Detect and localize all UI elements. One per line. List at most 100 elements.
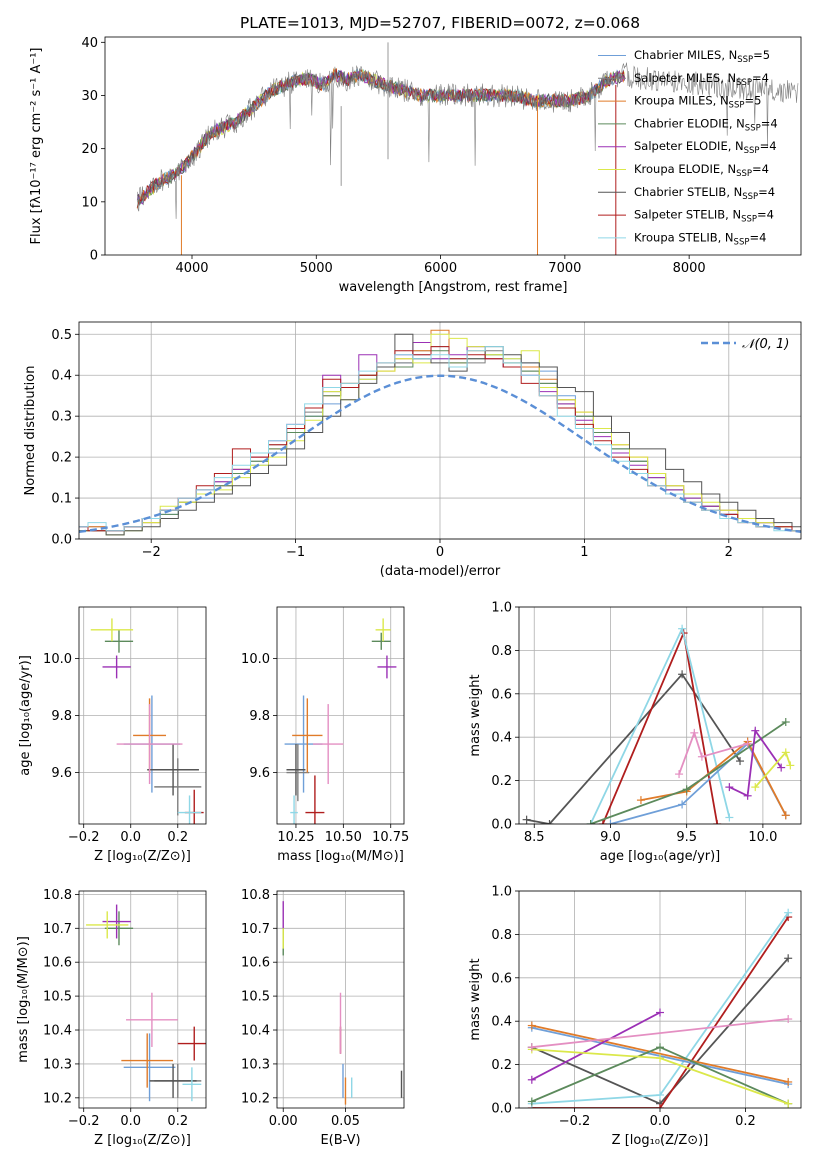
weight-line	[526, 672, 741, 824]
x-tick-label: 10.25	[277, 830, 314, 845]
plot-area	[282, 901, 403, 1105]
errorbar-point	[305, 775, 325, 824]
legend-entry: Kroupa STELIB, NSSP=4	[634, 230, 766, 247]
legend-entry: Salpeter ELODIE, NSSP=4	[634, 139, 777, 156]
panel-weight-vs-Z: −0.2 0.0 0.2 0.0 0.2 0.4 0.6 0.8 1.0 Z [log₁₀(Z/Z…	[468, 885, 802, 1148]
weight-line	[729, 728, 782, 798]
legend-entry: Chabrier ELODIE, NSSP=4	[634, 116, 778, 133]
y-tick-label: 9.8	[249, 709, 270, 724]
y-tick-label: 10.7	[43, 922, 72, 937]
x-tick-label: 8000	[673, 261, 706, 276]
y-tick-label: 0.6	[491, 971, 512, 986]
x-tick-label: 0.0	[650, 1114, 671, 1129]
x-axis-label: (data-model)/error	[380, 564, 501, 579]
weight-line	[589, 626, 731, 824]
x-tick-label: −0.2	[559, 1114, 591, 1129]
plot-area	[522, 624, 795, 824]
y-tick-label: 0.1	[51, 492, 72, 507]
errorbar-point	[377, 655, 397, 679]
y-tick-label: 9.8	[51, 709, 72, 724]
spectrum-line	[137, 62, 799, 219]
x-axis-label: E(B-V)	[320, 1133, 360, 1148]
gaussian-curve	[79, 374, 801, 533]
x-tick-label: −0.2	[68, 830, 100, 845]
panel-age-vs-Z: −0.2 0.0 0.2 9.6 9.8 10.0 Z [log₁₀(Z/Z⊙)] age […	[18, 606, 207, 864]
plot-area	[79, 329, 801, 536]
y-tick-label: 10.6	[241, 956, 270, 971]
errorbar-point	[154, 758, 202, 816]
errorbar-point	[286, 744, 310, 802]
weight-line	[601, 629, 719, 824]
y-tick-label: 0.5	[51, 328, 72, 343]
panel-mass-vs-EBV: 0.00 0.05 10.2 10.3 10.4 10.5 10.6 10.7 10.8 E(B-…	[241, 888, 405, 1148]
errorbar-point	[292, 698, 323, 773]
y-tick-label: 0.4	[51, 369, 72, 384]
weight-line	[531, 1024, 789, 1083]
x-tick-label: 0.2	[167, 830, 188, 845]
legend-entry: Kroupa ELODIE, NSSP=4	[634, 162, 769, 179]
legend-entry: Salpeter STELIB, NSSP=4	[634, 208, 774, 225]
errorbar-point	[375, 618, 391, 642]
spectrum-line	[136, 69, 625, 205]
x-tick-label: 4000	[175, 261, 208, 276]
legend-entry: Salpeter MILES, NSSP=4	[634, 71, 769, 88]
errorbar-point	[126, 992, 178, 1047]
errorbar-point	[149, 1063, 197, 1098]
errorbar-point	[177, 795, 202, 824]
weight-line	[610, 742, 787, 824]
x-tick-label: 10.75	[372, 830, 409, 845]
y-tick-label: 1.0	[491, 885, 512, 900]
x-axis-label: Z [log₁₀(Z/Z⊙)]	[612, 1133, 709, 1148]
errorbar-point	[116, 704, 183, 785]
y-tick-label: 10.0	[43, 652, 72, 667]
x-tick-label: 0.00	[269, 1114, 298, 1129]
y-tick-label: 9.6	[51, 766, 72, 781]
y-tick-label: 0.2	[491, 1058, 512, 1073]
errorbar-point	[313, 704, 344, 785]
weight-line	[531, 1018, 789, 1049]
x-tick-label: 10.0	[748, 830, 777, 845]
plot-area	[90, 618, 204, 824]
panel-weight-vs-age: 8.5 9.0 9.5 10.0 0.0 0.2 0.4 0.6 0.8 1.0 age [log₁…	[468, 601, 802, 864]
panel-mass-vs-Z: −0.2 0.0 0.2 10.2 10.3 10.4 10.5 10.6 10.7 10.8 Z …	[16, 888, 207, 1148]
errorbar-point	[104, 629, 134, 653]
legend-entry: Chabrier MILES, NSSP=5	[634, 48, 770, 65]
axes-frame	[78, 890, 207, 1109]
x-tick-label: 0.2	[167, 1114, 188, 1129]
x-axis-label: Z [log₁₀(Z/Z⊙)]	[94, 849, 191, 864]
y-tick-label: 10.3	[241, 1057, 270, 1072]
y-tick-label: 10.8	[241, 888, 270, 903]
histogram-step	[79, 333, 801, 536]
y-tick-label: 10.7	[241, 922, 270, 937]
y-tick-label: 0.4	[491, 1015, 512, 1030]
x-tick-label: 8.5	[524, 830, 545, 845]
plot-area	[284, 618, 397, 824]
errorbar-point	[86, 911, 129, 939]
y-tick-label: 10.5	[241, 990, 270, 1005]
y-tick-label: 10.2	[43, 1091, 72, 1106]
x-tick-label: 0.0	[120, 1114, 141, 1129]
x-tick-label: 0.2	[735, 1114, 756, 1129]
y-tick-label: 0.0	[51, 533, 72, 548]
y-tick-label: 10.8	[43, 888, 72, 903]
errorbar-point	[147, 744, 199, 796]
y-axis-label: mass weight	[468, 958, 483, 1040]
y-tick-label: 40	[81, 36, 98, 51]
y-axis-label: Flux [fλ10⁻¹⁷ erg cm⁻² s⁻¹ A⁻¹]	[29, 48, 44, 245]
y-tick-label: 0	[90, 249, 98, 264]
errorbar-point	[290, 795, 298, 824]
histogram-step	[79, 346, 801, 532]
y-axis-label: mass [log₁₀(M/M⊙)]	[16, 936, 31, 1063]
y-tick-label: 1.0	[491, 601, 512, 616]
x-tick-label: 1	[580, 545, 588, 560]
y-tick-label: 0.6	[491, 687, 512, 702]
y-tick-label: 0.0	[491, 1102, 512, 1117]
errorbar-point	[90, 618, 134, 642]
spectrum-line	[137, 70, 625, 206]
errorbar-point	[286, 744, 306, 796]
y-tick-label: 0.2	[491, 774, 512, 789]
legend-entry: Kroupa MILES, NSSP=5	[634, 94, 761, 111]
x-axis-label: age [log₁₀(age/yr)]	[600, 849, 721, 864]
x-tick-label: 10.50	[325, 830, 362, 845]
